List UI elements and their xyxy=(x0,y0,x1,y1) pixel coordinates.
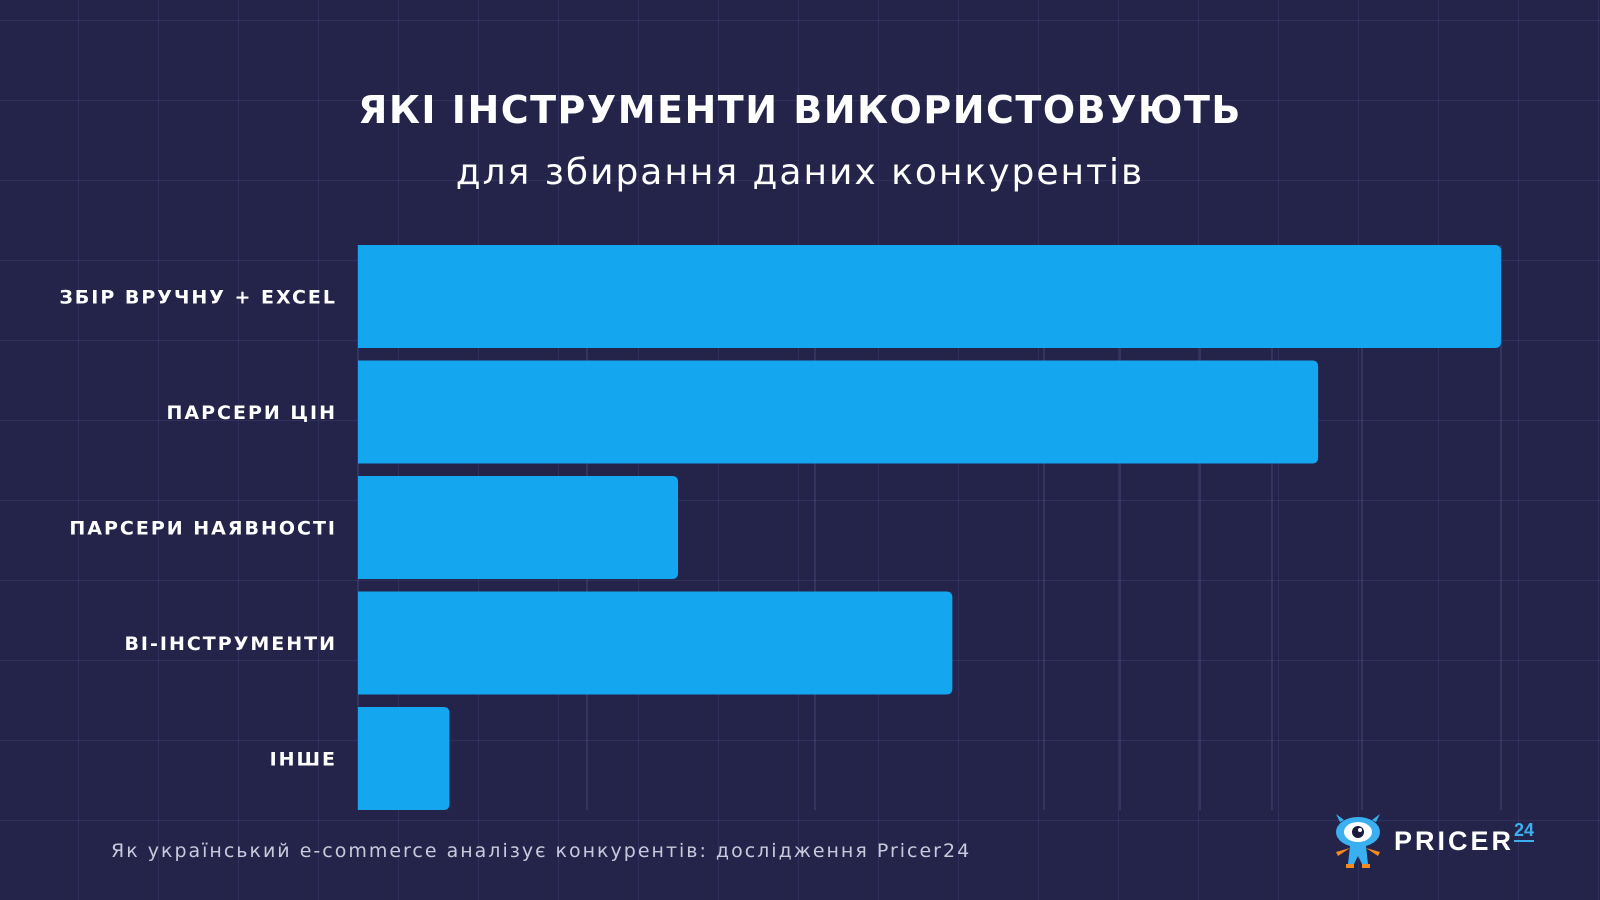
bar-3 xyxy=(358,591,953,695)
category-label-4: ІНШЕ xyxy=(270,749,337,771)
logo-number: 24 xyxy=(1514,820,1535,842)
category-label-0: ЗБІР ВРУЧНУ + EXCEL xyxy=(59,287,337,309)
chart-category-labels: ЗБІР ВРУЧНУ + EXCEL ПАРСЕРИ ЦІН ПАРСЕРИ НА… xyxy=(59,287,338,771)
chart-bars xyxy=(358,245,1501,810)
category-label-1: ПАРСЕРИ ЦІН xyxy=(167,402,338,424)
pricer24-logo[interactable]: PRICER 24 xyxy=(1332,812,1552,872)
bar-4 xyxy=(358,707,450,810)
category-label-3: BI-ІНСТРУМЕНТИ xyxy=(124,633,337,655)
chart-subtitle: для збирання даних конкурентів xyxy=(455,152,1145,193)
logo-wordmark: PRICER xyxy=(1394,826,1515,856)
chart-title: ЯКІ ІНСТРУМЕНТИ ВИКОРИСТОВУЮТЬ xyxy=(0,88,1600,132)
bar-2 xyxy=(358,476,679,579)
eye-mascot-icon xyxy=(1336,814,1380,868)
chart-title-text: ЯКІ ІНСТРУМЕНТИ ВИКОРИСТОВУЮТЬ xyxy=(358,88,1242,132)
bar-1 xyxy=(358,360,1319,464)
footer-source: Як український e-commerce аналізує конку… xyxy=(111,840,972,862)
category-label-2: ПАРСЕРИ НАЯВНОСТІ xyxy=(69,518,337,540)
bar-0 xyxy=(358,245,1501,348)
